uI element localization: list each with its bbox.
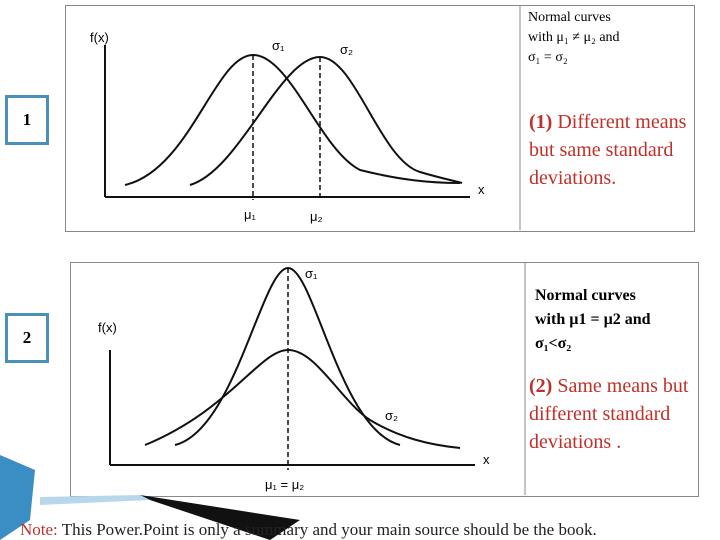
curve [124, 53, 461, 186]
y-label: f(x) [90, 30, 109, 45]
marker: (1) [529, 111, 553, 133]
line: σ₁<σ₂ [535, 335, 572, 352]
decoration [40, 495, 150, 505]
badge: 1 [5, 95, 49, 145]
panel-1 [65, 5, 695, 232]
curve-label: σ₂ [385, 408, 399, 423]
curve-label: σ₁ [305, 266, 318, 281]
mean-label: μ₁ [244, 207, 256, 222]
badge: 2 [5, 313, 49, 363]
mean-label: μ₂ [310, 209, 323, 224]
curve-label: σ₁ [272, 38, 285, 53]
caption: (2) Same means but different standard de… [529, 372, 694, 456]
x-label: x [483, 452, 490, 467]
line: with μ₁ ≠ μ₂ and [528, 30, 620, 45]
line: Normal curves [535, 287, 636, 304]
box-text: Normal curves with μ₁ ≠ μ₂ and σ₁ = σ₂ [528, 8, 620, 68]
caption-text: Same means but different standard deviat… [529, 375, 689, 453]
curve [189, 55, 463, 186]
box-text: Normal curves with µ1 = µ2 and σ₁<σ₂ [535, 284, 651, 356]
curve-label: σ₂ [340, 42, 354, 57]
curve [144, 348, 461, 449]
note-text: This Power.Point is only a summary and y… [61, 520, 597, 539]
caption-text: Different means but same standard deviat… [529, 111, 687, 189]
decoration [0, 455, 35, 540]
marker: (2) [529, 375, 553, 397]
panel-2 [70, 262, 699, 497]
decoration [140, 495, 300, 540]
y-label: f(x) [98, 320, 117, 335]
note-label: Note: [20, 520, 58, 539]
line: with µ1 = µ2 and [535, 311, 651, 328]
line: σ₁ = σ₂ [528, 50, 568, 65]
caption: (1) Different means but same standard de… [529, 108, 694, 192]
footer: Note: This Power.Point is only a summary… [20, 520, 597, 540]
mean-label: μ₁ = μ₂ [265, 477, 305, 492]
line: Normal curves [528, 10, 611, 25]
x-label: x [478, 182, 485, 197]
